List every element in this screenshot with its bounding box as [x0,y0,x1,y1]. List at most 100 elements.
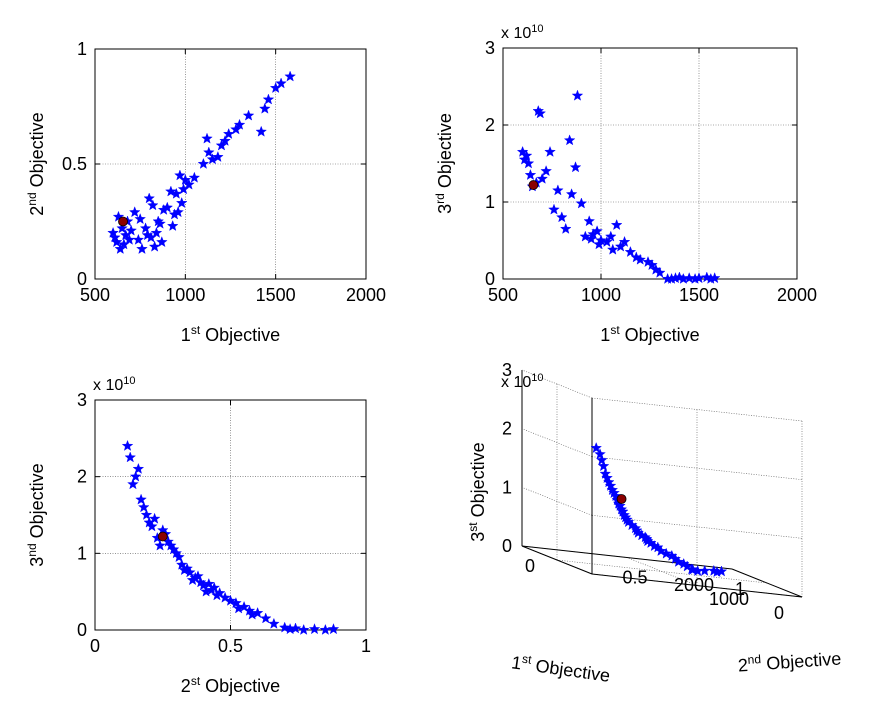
x-axis-label: 1st Objective [600,323,699,345]
z-tick-label: 1 [502,477,512,497]
x-tick-label: 0 [774,603,784,623]
data-point [259,612,272,624]
data-point [206,153,219,165]
data-point [119,229,132,241]
data-point [203,146,215,158]
y-tick-label: 1 [77,543,87,563]
data-point [147,199,159,211]
data-point [215,139,228,151]
data-point [134,213,146,225]
y-axis-label: 2nd Objective [737,646,842,675]
plot-area [503,48,797,279]
z-tick-label: 0 [502,536,512,556]
data-point [599,467,612,479]
y-tick-label: 0 [485,269,495,289]
data-point [327,623,340,635]
data-point [129,470,142,482]
data-point [596,454,608,466]
data-point [289,622,302,634]
data-point [624,246,637,257]
data-point [123,233,136,245]
y-tick-label: 0 [77,620,87,640]
data-point [124,451,137,463]
data-point [132,462,145,474]
data-point [188,171,201,183]
data-point [203,577,215,589]
data-point [156,236,168,248]
x-tick-label: 2000 [674,575,714,595]
z-tick-label: 3 [502,360,512,380]
y-tick-label: 3 [485,38,495,58]
data-point [548,203,560,215]
data-point [661,272,674,284]
data-point [135,493,147,505]
x-axis-line [731,568,803,598]
subplot-1: 500 1000 1500 2000 0 0.5 1 1st Objective 2nd Obj… [25,39,386,345]
data-point [148,512,161,524]
y-tick-label: 0 [525,556,535,576]
data-point [516,145,529,157]
data-point [540,165,552,177]
data-point [594,448,606,460]
data-point [211,589,223,601]
data-point [255,125,267,137]
x-tick-label: 0 [90,636,100,656]
data-point [183,178,195,190]
y-axis-label: 3rd Objective [433,113,455,214]
data-point [116,222,128,234]
data-point [150,226,163,238]
x-axis-label: 1st Objective [510,650,612,686]
data-point [284,70,296,82]
data-point [610,219,623,230]
z-tick-label: 2 [502,419,512,439]
data-point [259,102,271,114]
data-point [563,134,576,146]
data-point [297,623,310,635]
axes-frame [94,399,367,631]
y-tick-label: 2 [485,115,495,135]
exponent-label: x 1010 [93,375,136,394]
x-tick-label: 500 [80,285,110,305]
axes-frame [94,48,367,280]
data-point [125,224,137,236]
data-point [238,600,250,612]
exponent-label: x 1010 [501,372,544,391]
data-point [137,501,150,513]
data-point [597,460,610,472]
y-axis-back [591,573,803,598]
data-point [186,574,199,586]
data-point [219,134,231,146]
data-point [268,617,280,629]
grid-line-y [626,557,698,586]
data-point [154,539,166,551]
data-point [590,442,602,453]
data-point [140,508,153,520]
data-point [233,118,246,130]
data-point [606,243,619,255]
data-point [141,229,154,241]
data-point [571,89,584,101]
data-point [565,188,578,200]
data-point [128,206,141,218]
data-point [165,185,177,197]
data-point [230,123,242,135]
data-point [559,222,572,234]
data-point [579,230,592,242]
grid-line-z [521,487,593,516]
data-point [275,77,287,89]
data-point [166,220,179,231]
data-point [642,256,654,267]
z-axis-label: 3st Objective [466,442,488,541]
grid-line-z [521,428,593,457]
highlight-point [118,216,128,227]
x-axis-label: 1st Objective [181,323,280,345]
y-axis-line [521,545,733,570]
y-axis-label: 2nd Objective [25,112,47,215]
data-point [118,238,130,250]
x-tick-label: 500 [488,285,518,305]
data-point [192,570,204,582]
x-tick-label: 1500 [256,285,296,305]
data-point [157,203,170,215]
data-point [175,558,188,570]
